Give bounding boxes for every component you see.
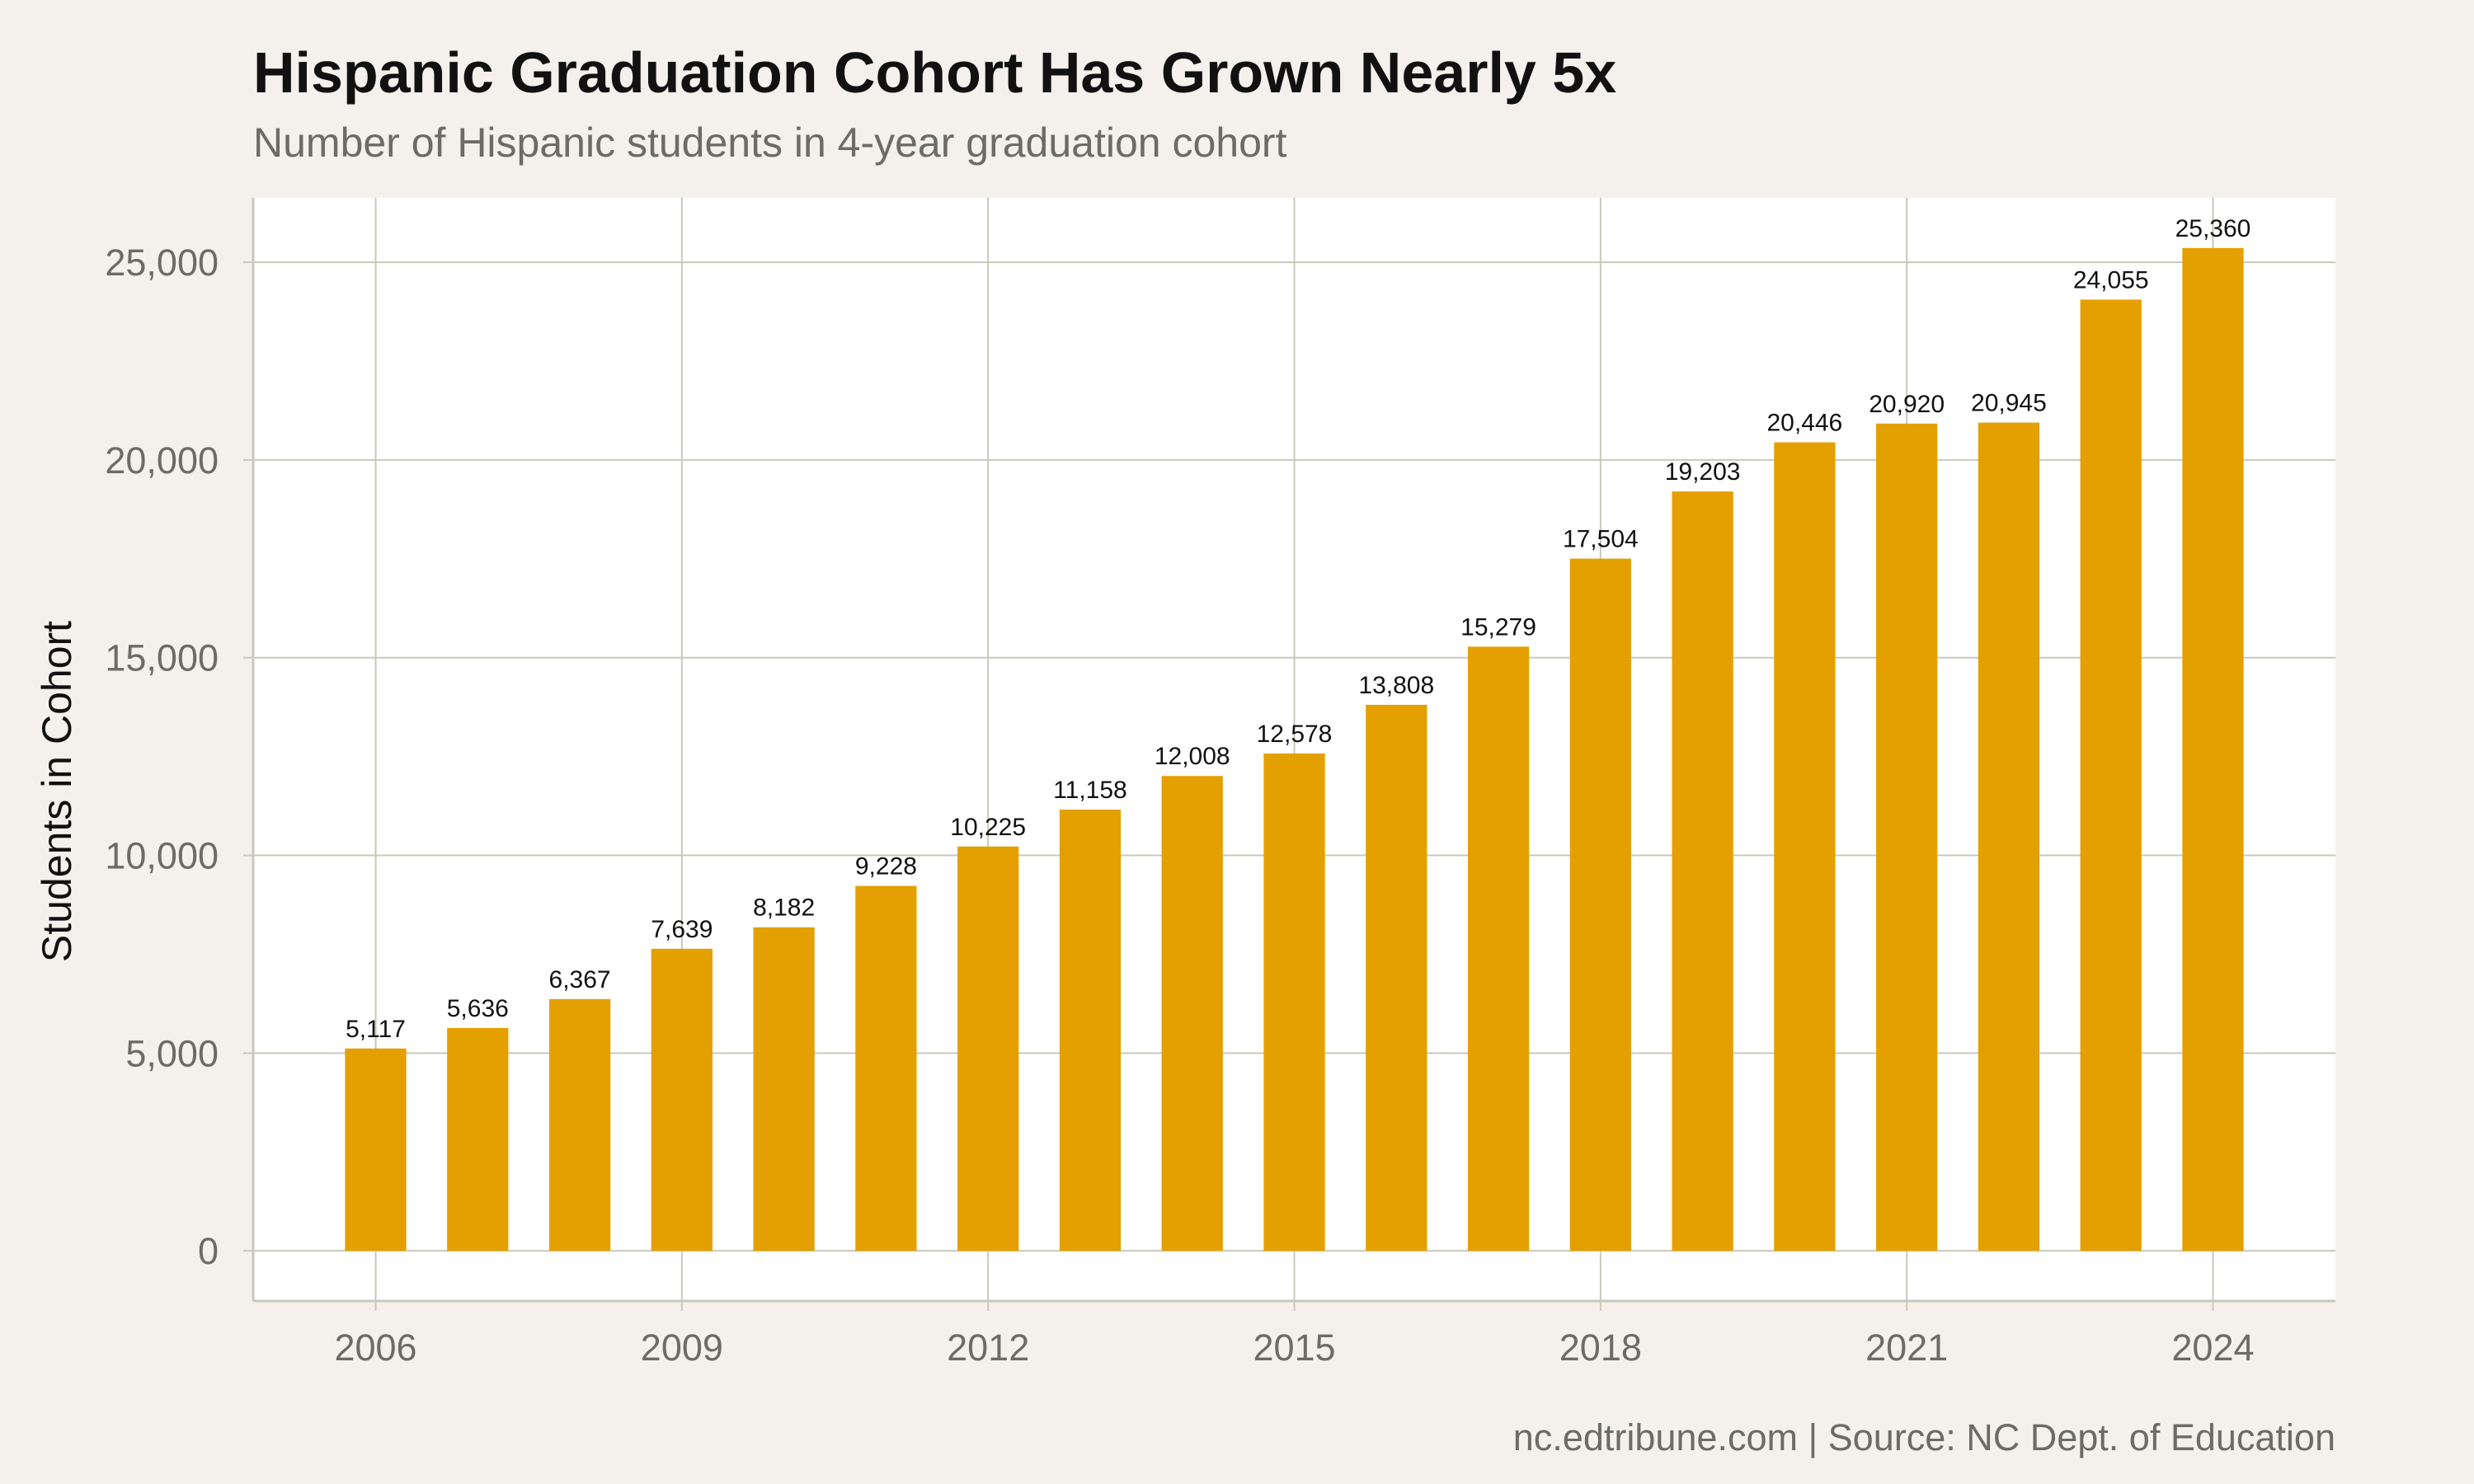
y-tick-label: 20,000 — [105, 439, 219, 481]
data-label-2019: 19,203 — [1665, 458, 1741, 486]
x-tick-label: 2015 — [1253, 1327, 1335, 1369]
bar-2007 — [447, 1027, 509, 1252]
data-label-2006: 5,117 — [346, 1016, 406, 1043]
bar-2023 — [2080, 299, 2142, 1252]
x-tick-label: 2024 — [2171, 1327, 2254, 1369]
data-label-2020: 20,446 — [1766, 410, 1842, 437]
y-tick-label: 10,000 — [105, 835, 219, 877]
data-label-2024: 25,360 — [2175, 215, 2251, 242]
bar-2021 — [1876, 423, 1938, 1252]
y-tick-label: 15,000 — [105, 637, 219, 679]
chart-title: Hispanic Graduation Cohort Has Grown Nea… — [253, 40, 1616, 105]
y-tick-label: 0 — [198, 1230, 219, 1272]
bar-2022 — [1978, 422, 2040, 1252]
data-label-2012: 10,225 — [950, 814, 1026, 841]
bar-2012 — [957, 846, 1019, 1252]
x-tick-label: 2018 — [1559, 1327, 1642, 1369]
bar-2009 — [651, 948, 713, 1252]
bar-2008 — [548, 998, 611, 1252]
bars-layer — [345, 247, 2244, 1252]
data-label-2017: 15,279 — [1460, 613, 1536, 641]
data-label-2007: 5,636 — [447, 995, 509, 1022]
bar-2024 — [2182, 247, 2244, 1252]
bar-2016 — [1366, 704, 1427, 1252]
data-label-2018: 17,504 — [1563, 526, 1639, 553]
data-label-2021: 20,920 — [1869, 391, 1945, 418]
data-label-2016: 13,808 — [1358, 672, 1434, 699]
source-caption: nc.edtribune.com | Source: NC Dept. of E… — [1513, 1416, 2335, 1458]
bar-2006 — [345, 1048, 407, 1252]
y-axis-title: Students in Cohort — [34, 621, 80, 962]
x-tick-label: 2021 — [1865, 1327, 1948, 1369]
data-label-2014: 12,008 — [1155, 743, 1230, 770]
data-label-2011: 9,228 — [855, 853, 917, 881]
data-label-2009: 7,639 — [651, 916, 713, 943]
bar-2019 — [1672, 491, 1733, 1252]
x-tick-label: 2012 — [947, 1327, 1029, 1369]
data-label-2013: 11,158 — [1053, 777, 1127, 804]
bar-2013 — [1059, 810, 1122, 1252]
data-label-2023: 24,055 — [2073, 266, 2149, 294]
chart-subtitle: Number of Hispanic students in 4-year gr… — [253, 120, 1287, 166]
x-tick-label: 2009 — [641, 1327, 723, 1369]
data-labels-layer: 5,117 5,636 6,367 7,639 8,182 9,228 10,225 11,1… — [346, 215, 2251, 1043]
bar-2017 — [1467, 646, 1530, 1252]
bar-2018 — [1569, 558, 1631, 1252]
bar-2014 — [1161, 776, 1223, 1252]
bar-2010 — [753, 927, 815, 1252]
bar-2020 — [1774, 442, 1836, 1252]
bar-2015 — [1263, 753, 1325, 1252]
data-label-2015: 12,578 — [1257, 721, 1333, 748]
y-tick-label: 25,000 — [105, 242, 219, 284]
data-label-2008: 6,367 — [549, 966, 611, 993]
data-label-2022: 20,945 — [1971, 390, 2047, 417]
axes-layer: 0 5,000 10,000 15,000 20,000 25,000 2006 2009 20… — [105, 198, 2335, 1369]
y-tick-label: 5,000 — [125, 1032, 219, 1074]
bar-2011 — [855, 885, 917, 1252]
x-tick-label: 2006 — [334, 1327, 416, 1369]
data-label-2010: 8,182 — [753, 895, 815, 922]
